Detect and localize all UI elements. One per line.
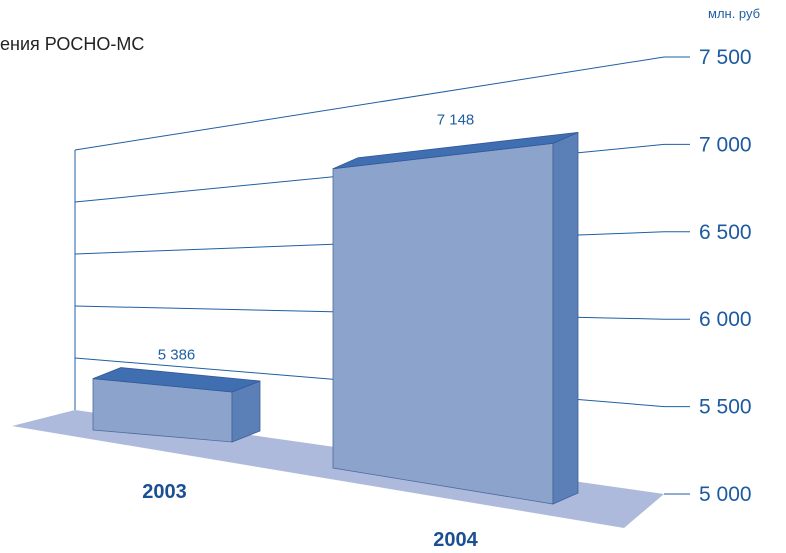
category-label: 2003 xyxy=(142,481,187,503)
y-tick-label: 7 500 xyxy=(699,46,752,69)
bar-side-face xyxy=(552,131,579,505)
chart-title: ения РОСНО-МС xyxy=(0,34,145,54)
y-tick-label: 7 000 xyxy=(699,133,752,156)
bar-top-face xyxy=(92,367,261,393)
bar-value-label: 7 148 xyxy=(437,111,475,128)
y-tick-label: 5 000 xyxy=(699,483,752,506)
category-label: 2004 xyxy=(433,529,478,551)
bar-2004 xyxy=(332,131,579,505)
bar-2003 xyxy=(92,367,261,443)
bar-front-face xyxy=(332,142,554,505)
y-tick-label: 5 500 xyxy=(699,396,752,419)
y-tick-label: 6 000 xyxy=(699,308,752,331)
y-tick-label: 6 500 xyxy=(699,221,752,244)
gridline xyxy=(74,56,665,151)
bar-top-face xyxy=(332,131,579,170)
bar-value-label: 5 386 xyxy=(158,347,196,364)
unit-label: млн. руб xyxy=(708,6,761,21)
